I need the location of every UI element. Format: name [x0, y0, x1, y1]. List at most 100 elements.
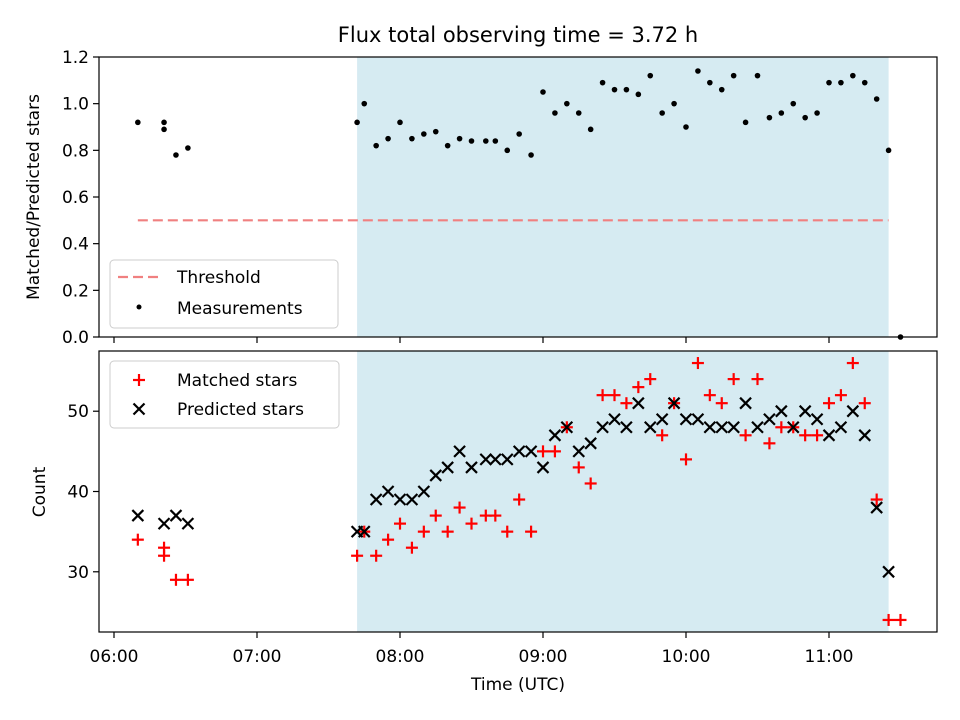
predicted-star-point [479, 453, 493, 466]
ratio-y-axis-label: Matched/Predicted stars [24, 94, 44, 300]
measurement-point [814, 110, 820, 116]
predicted-star-point [405, 493, 419, 506]
predicted-star-point [786, 420, 800, 434]
matched-star-point [715, 397, 728, 410]
measurement-point [790, 100, 797, 107]
predicted-star-point [524, 445, 538, 458]
measurement-point [802, 114, 808, 121]
measurement-point [528, 152, 534, 158]
predicted-star-point [157, 517, 171, 530]
matched-star-point [489, 509, 502, 522]
matched-star-point [465, 517, 478, 530]
measurement-point [161, 119, 167, 126]
measurement-point [885, 147, 892, 154]
x-tick-label: 07:00 [233, 647, 282, 667]
matched-star-point [441, 525, 454, 538]
predicted-star-point [429, 469, 443, 482]
predicted-star-point [357, 525, 371, 538]
matched-legend-swatch [133, 374, 145, 386]
predicted-star-point [798, 404, 812, 418]
predicted-star-point [632, 396, 645, 410]
predicted-legend-swatch [132, 402, 146, 416]
predicted-star-point [691, 412, 705, 426]
measurement-point [540, 89, 546, 95]
measurement-point [754, 72, 761, 79]
measurement-point [373, 142, 379, 149]
matched-star-point [656, 429, 669, 442]
matched-star-point [382, 533, 395, 546]
measurement-point [778, 110, 785, 116]
matched-star-point [417, 525, 430, 538]
predicted-star-point [393, 493, 407, 506]
measurement-point [361, 100, 368, 107]
measurement-point [635, 91, 642, 98]
observing-span [357, 57, 889, 337]
measurement-point [730, 72, 737, 79]
matched-star-point [525, 525, 538, 538]
matched-star-point [703, 389, 716, 402]
measurement-point [718, 86, 725, 93]
predicted-star-point [381, 485, 395, 498]
predicted-star-point [169, 509, 183, 522]
matched-star-point [751, 373, 764, 386]
predicted-star-point [584, 437, 597, 450]
x-tick-label: 09:00 [519, 647, 568, 667]
matched-star-point [169, 573, 182, 586]
x-tick-label: 11:00 [805, 647, 854, 667]
count-panel: 30 40 50 06:00 07:00 08:00 09:00 10:00 11:00 Co… [30, 350, 938, 695]
predicted-star-point [596, 420, 609, 434]
matched-star-point [858, 397, 871, 410]
ratio-y-tick-label: 0.2 [62, 281, 89, 301]
matched-star-point [739, 429, 752, 442]
ratio-y-tick-label: 0.4 [62, 235, 89, 255]
measurement-point [516, 131, 522, 137]
predicted-star-point [512, 445, 526, 458]
matched-star-point [632, 381, 645, 394]
x-tick-label: 10:00 [662, 647, 711, 667]
predicted-star-point [703, 420, 717, 434]
matched-star-point [882, 613, 895, 626]
predicted-star-point [453, 445, 466, 458]
predicted-star-point [500, 453, 514, 466]
predicted-star-point [131, 509, 145, 522]
measurements-legend-label: Measurements [177, 299, 303, 319]
matched-star-point [823, 397, 835, 410]
x-axis-label: Time (UTC) [470, 675, 565, 695]
predicted-star-point [667, 396, 681, 410]
predicted-star-point [417, 485, 431, 498]
matched-star-point [608, 389, 621, 402]
ratio-panel: 0.0 0.2 0.4 0.6 0.8 1.0 1.2 Matched/Predicted … [24, 48, 938, 348]
predicted-star-point [369, 493, 383, 506]
matched-star-point [537, 445, 549, 458]
measurements-legend-swatch [136, 304, 142, 310]
predicted-star-point [489, 453, 502, 466]
measurement-point [599, 79, 606, 86]
matched-star-point [131, 533, 144, 546]
measurement-point [397, 119, 403, 126]
count-y-tick-label: 40 [67, 483, 89, 503]
count-y-tick-label: 30 [67, 563, 89, 583]
predicted-star-point [870, 501, 883, 514]
ratio-y-tick-label: 1.2 [62, 48, 89, 68]
matched-star-point [351, 549, 364, 562]
measurement-point [838, 79, 844, 86]
predicted-star-point [775, 404, 788, 418]
matched-star-point [811, 429, 824, 442]
ratio-y-tick-label: 1.0 [62, 95, 89, 115]
predicted-star-point [572, 445, 586, 458]
measurement-point [647, 72, 654, 79]
measurement-point [683, 124, 689, 130]
matched-star-point [870, 493, 883, 506]
predicted-star-point [822, 429, 836, 442]
predicted-star-point [655, 412, 669, 426]
threshold-legend-label: Threshold [176, 268, 261, 288]
measurement-point [385, 135, 391, 142]
measurement-point [671, 100, 677, 107]
predicted-star-point [643, 420, 657, 434]
matched-star-point [394, 517, 406, 530]
measurement-point [564, 100, 570, 107]
predicted-star-point [751, 420, 764, 434]
ratio-y-tick-label: 0.8 [62, 141, 89, 161]
observing-span [357, 351, 889, 632]
